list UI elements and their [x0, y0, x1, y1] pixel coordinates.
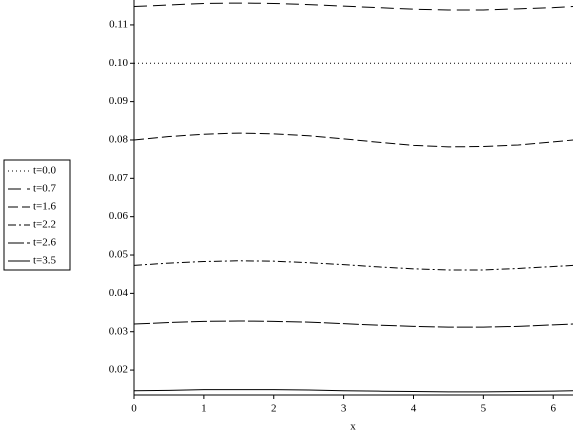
- y-tick-label: 0.02: [109, 364, 128, 376]
- x-tick-label: 5: [481, 403, 487, 415]
- y-tick-label: 0.06: [109, 210, 129, 222]
- legend-label: t=0.7: [33, 183, 57, 195]
- y-tick-label: 0.10: [109, 57, 129, 69]
- x-tick-label: 0: [131, 403, 137, 415]
- x-tick-label: 2: [271, 403, 277, 415]
- y-tick-label: 0.03: [109, 325, 129, 337]
- y-tick-label: 0.11: [109, 18, 128, 30]
- legend-label: t=2.6: [33, 237, 57, 249]
- y-tick-label: 0.07: [109, 172, 129, 184]
- y-tick-label: 0.04: [109, 287, 129, 299]
- line-series: [133, 2, 574, 11]
- line-series: [133, 132, 574, 148]
- x-tick-label: 3: [341, 403, 347, 415]
- legend-label: t=3.5: [33, 255, 57, 267]
- legend-label: t=0.0: [33, 165, 57, 177]
- line-series: [133, 260, 574, 271]
- y-tick-label: 0.09: [109, 95, 129, 107]
- line-series: [133, 389, 574, 393]
- x-axis-label: x: [350, 421, 356, 433]
- x-tick-label: 6: [550, 403, 556, 415]
- x-tick-label: 1: [201, 403, 207, 415]
- legend-box: [3, 159, 71, 271]
- y-tick-label: 0.08: [109, 134, 129, 146]
- legend-label: t=1.6: [33, 201, 57, 213]
- y-tick-label: 0.05: [109, 249, 129, 261]
- line-series: [133, 320, 574, 328]
- x-tick-label: 4: [411, 403, 417, 415]
- legend-label: t=2.2: [33, 219, 56, 231]
